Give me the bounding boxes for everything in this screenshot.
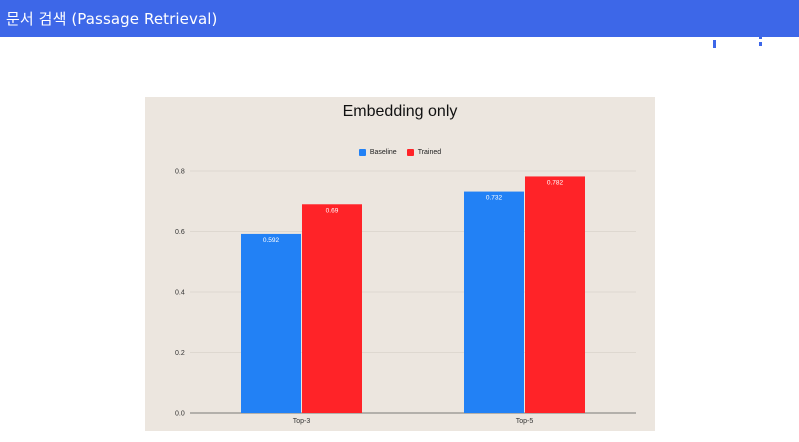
decorative-mark-right-top <box>759 35 762 39</box>
y-tick-label: 0.4 <box>175 290 185 297</box>
legend-swatch-trained <box>406 149 414 156</box>
bar <box>464 191 524 413</box>
bar <box>525 176 585 413</box>
legend-label-trained: Trained <box>417 149 442 156</box>
bar-value-label: 0.592 <box>263 237 280 244</box>
bar-value-label: 0.732 <box>486 195 503 202</box>
x-tick-label: Top-3 <box>293 418 311 425</box>
legend-swatch-baseline <box>358 149 366 156</box>
y-tick-label: 0.2 <box>175 350 185 357</box>
chart-panel: Embedding only Baseline Trained 0.0 0.2 0.… <box>145 97 655 431</box>
chart-legend: Baseline Trained <box>145 149 655 156</box>
y-tick-label: 0.8 <box>175 169 185 176</box>
bar <box>302 204 362 413</box>
x-tick-label: Top-5 <box>516 418 534 425</box>
chart-title: Embedding only <box>342 103 458 120</box>
decorative-mark-left <box>713 40 716 48</box>
decorative-mark-right-bottom <box>759 42 762 46</box>
legend-item-baseline: Baseline <box>358 149 397 156</box>
slide-header: 문서 검색 (Passage Retrieval) <box>0 0 799 37</box>
bar-chart: 0.0 0.2 0.4 0.6 0.8 0.592 0.69 Top-3 0.732 0.782 T… <box>175 169 636 425</box>
y-tick-label: 0.0 <box>175 411 185 418</box>
slide-title: 문서 검색 (Passage Retrieval) <box>6 10 218 28</box>
legend-label-baseline: Baseline <box>369 149 397 156</box>
bar <box>241 233 301 413</box>
bar-value-label: 0.69 <box>326 207 339 214</box>
bar-value-label: 0.782 <box>547 179 564 186</box>
legend-item-trained: Trained <box>406 149 442 156</box>
y-tick-label: 0.6 <box>175 229 185 236</box>
